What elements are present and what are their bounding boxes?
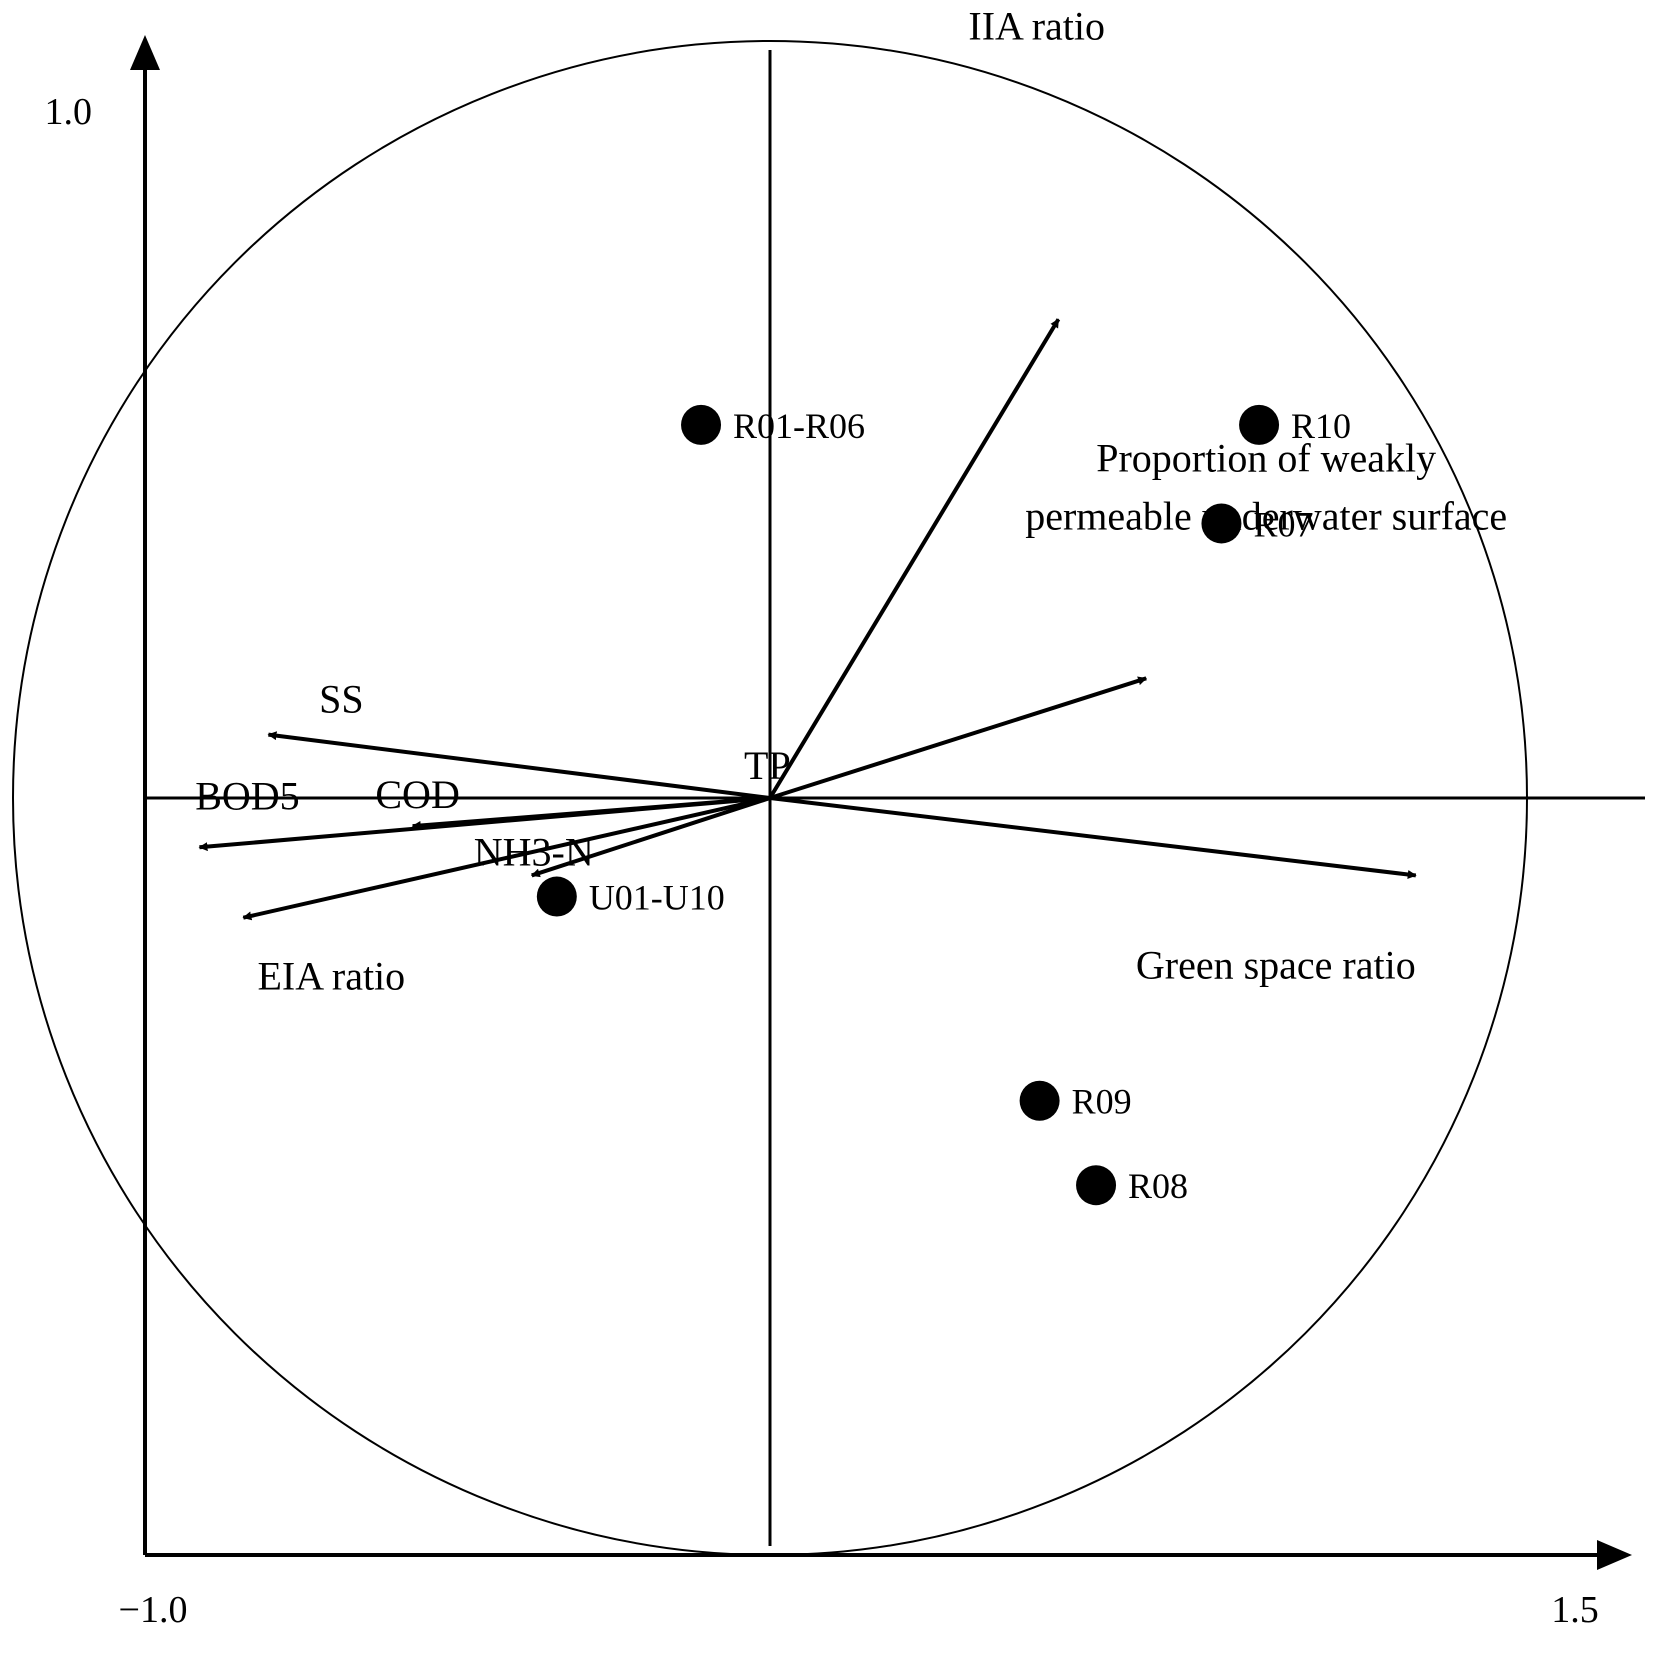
vector-nh3-n (530, 796, 771, 878)
site-point-r01-r06 (681, 404, 722, 445)
site-points: R01-R06 R10 R07 U01-U10 R09 R08 (536, 404, 1351, 1206)
vector-green-space-ratio (769, 796, 1417, 879)
x-tick-label-min: −1.0 (119, 1589, 188, 1631)
vector-label-proportion-of-weakly-permeable-underwater-surface: Proportion of weakly permeable underwater… (1025, 435, 1507, 538)
vector-ss (267, 731, 771, 800)
vector-iia-ratio (768, 318, 1061, 800)
site-point-r08 (1076, 1165, 1117, 1206)
site-point-r10 (1239, 404, 1280, 445)
site-label-r09: R09 (1072, 1082, 1132, 1122)
vector-label-ss: SS (319, 677, 364, 722)
vector-label-green-space-ratio: Green space ratio (1136, 942, 1416, 987)
vector-label-iia-ratio: IIA ratio (968, 3, 1105, 48)
site-label-r01-r06: R01-R06 (733, 406, 865, 446)
site-label-u01-u10: U01-U10 (589, 878, 725, 918)
vector-label-nh3-n: NH3-N (474, 829, 594, 874)
site-label-r10: R10 (1291, 406, 1351, 446)
axes (130, 35, 1632, 1570)
site-point-r09 (1019, 1080, 1060, 1121)
vector-eia-ratio (242, 796, 771, 921)
loading-vectors (198, 318, 1417, 921)
vector-label-eia-ratio: EIA ratio (257, 954, 405, 999)
site-point-u01-u10 (536, 876, 577, 917)
vector-label-bod5: BOD5 (195, 773, 299, 818)
vector-label-tp: TP (744, 743, 791, 788)
vector-labels: IIA ratio Proportion of weakly permeable u… (195, 3, 1507, 998)
x-tick-label-max: 1.5 (1551, 1589, 1599, 1631)
y-axis-arrow (130, 35, 160, 70)
vector-bod5 (198, 796, 771, 852)
x-axis-arrow (1597, 1540, 1632, 1570)
site-label-r08: R08 (1128, 1166, 1188, 1206)
site-label-r07: R07 (1253, 504, 1313, 544)
y-tick-label: 1.0 (45, 91, 93, 133)
site-point-r07 (1201, 503, 1242, 544)
vector-label-cod: COD (375, 772, 459, 817)
vector-proportion-of-weakly-permeable-underwater-surface (769, 676, 1148, 800)
